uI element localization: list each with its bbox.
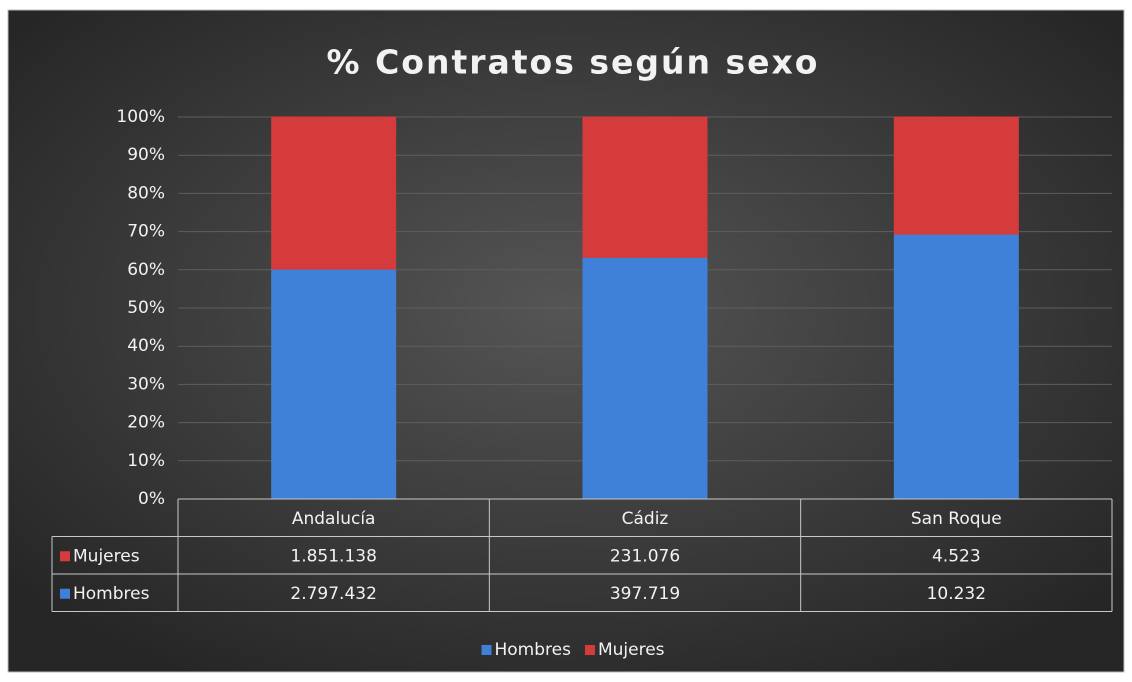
table-value: 397.719 (610, 584, 680, 604)
legend-label: Mujeres (598, 640, 665, 660)
legend-item: Mujeres (584, 640, 665, 660)
bar-shade (271, 268, 397, 500)
y-tick-label: 100% (116, 107, 165, 127)
y-tick-label: 40% (127, 336, 165, 356)
x-tick-label: Cádiz (622, 509, 669, 529)
bar-shade (271, 116, 397, 270)
table-value: 1.851.138 (290, 546, 377, 566)
y-tick-label: 80% (127, 183, 165, 203)
bar-shade (582, 116, 708, 258)
legend-key (481, 645, 492, 655)
legend-key (584, 645, 595, 655)
legend-item: Hombres (481, 640, 571, 660)
y-tick-label: 30% (127, 374, 165, 394)
y-tick-label: 0% (138, 489, 165, 509)
y-tick-label: 20% (127, 413, 165, 433)
y-tick-label: 60% (127, 260, 165, 280)
table-legend-key (60, 588, 70, 599)
legend-label: Hombres (494, 640, 571, 660)
bar-shade (582, 256, 708, 500)
x-tick-label: San Roque (911, 509, 1002, 529)
y-tick-label: 90% (127, 145, 165, 165)
bar-shade (893, 233, 1019, 500)
y-tick-label: 50% (127, 298, 165, 318)
table-value: 2.797.432 (290, 584, 377, 604)
table-value: 231.076 (610, 546, 680, 566)
bar-shade (893, 116, 1019, 235)
table-row-label: Mujeres (73, 546, 140, 566)
table-row-label: Hombres (73, 584, 150, 604)
legend: Hombres Mujeres (481, 640, 665, 660)
y-tick-label: 10% (127, 451, 165, 471)
chart-title: % Contratos según sexo (327, 43, 820, 82)
y-tick-label: 70% (127, 222, 165, 242)
table-value: 4.523 (932, 546, 981, 566)
table-value: 10.232 (927, 584, 986, 604)
table-legend-key (60, 551, 70, 562)
x-tick-label: Andalucía (292, 509, 376, 529)
